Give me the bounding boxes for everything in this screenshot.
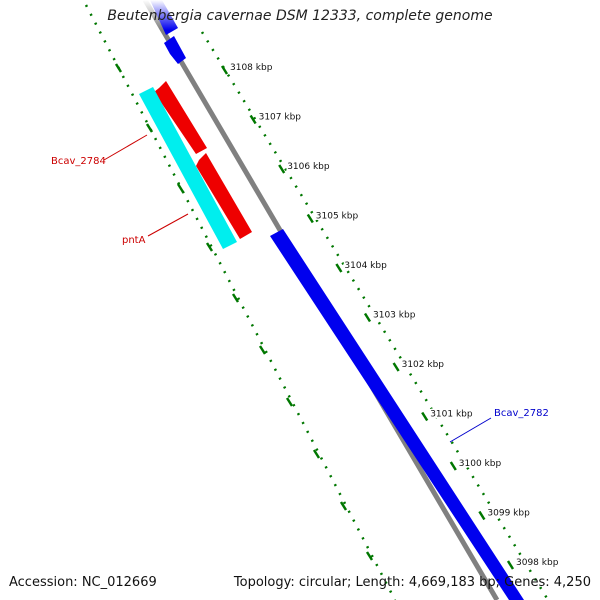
gene-label-bcav-2784: Bcav_2784 [51, 156, 106, 167]
leader-line-bcav-2782 [449, 417, 492, 443]
leader-line-pnta [147, 213, 189, 237]
tick-label: 3105 kbp [316, 212, 359, 222]
genome-stats-text: Topology: circular; Length: 4,669,183 bp… [233, 575, 591, 590]
inner-ring-major-ticks [114, 63, 374, 561]
tick-mark [335, 263, 343, 273]
tick-mark [478, 510, 486, 521]
tick-label: 3104 kbp [344, 261, 387, 271]
cds-band-cyan [139, 87, 237, 249]
tick-label: 3107 kbp [259, 113, 302, 123]
tick-mark [449, 461, 457, 471]
tick-label: 3102 kbp [402, 360, 445, 370]
genome-title: Beutenbergia cavernae DSM 12333, complet… [107, 8, 493, 24]
gene-label-pnta: pntA [122, 235, 146, 246]
tick-label: 3106 kbp [287, 162, 330, 172]
tick-mark [363, 312, 372, 323]
gene-label-bcav-2782: Bcav_2782 [494, 408, 549, 419]
tick-mark [249, 114, 257, 125]
tick-label: 3103 kbp [373, 311, 416, 321]
tick-label: 3098 kbp [516, 558, 559, 568]
gene-arrow-top-forward-2 [164, 36, 186, 64]
leader-line-bcav-2784 [103, 134, 148, 161]
gene-arrow-bcav-2784 [154, 81, 207, 154]
outer-tick-ring [200, 31, 550, 600]
accession-text: Accession: NC_012669 [9, 575, 157, 590]
tick-labels: 3108 kbp 3107 kbp 3106 kbp 3105 kbp 3104 kbp… [220, 62, 560, 570]
gene-arrow-pnta [196, 153, 252, 239]
tick-mark [421, 411, 429, 422]
tick-mark [278, 164, 286, 174]
tick-mark [392, 362, 400, 372]
tick-label: 3101 kbp [430, 410, 473, 420]
tick-mark [220, 65, 229, 75]
tick-label: 3100 kbp [459, 459, 502, 469]
tick-mark [306, 213, 314, 224]
inner-tick-ring [84, 4, 397, 600]
tick-label: 3108 kbp [230, 63, 273, 73]
tick-label: 3099 kbp [487, 509, 530, 519]
gene-arrow-bcav-2782 [270, 229, 524, 600]
tick-mark [506, 560, 515, 570]
